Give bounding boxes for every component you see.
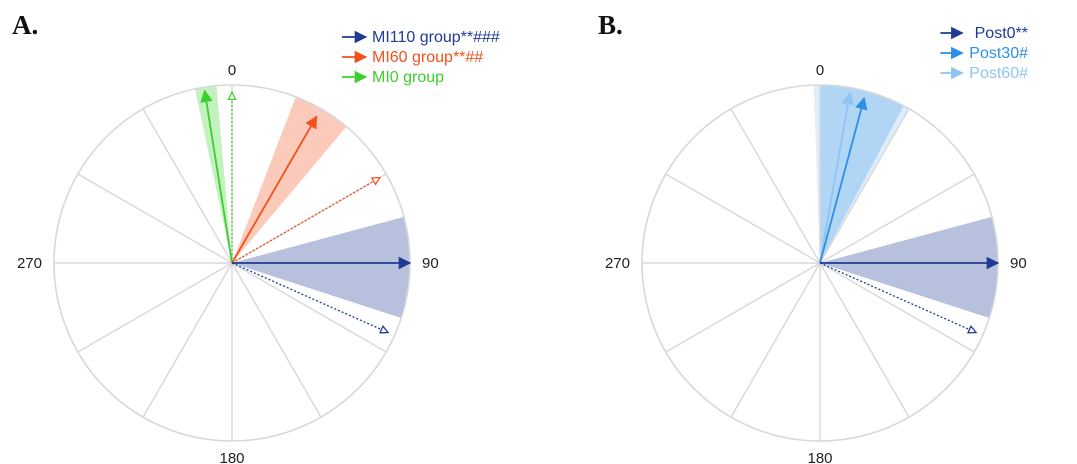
sem-wedge-3 [813,85,909,264]
legend-entry-3: Post60# [940,65,1028,82]
legend-label: Post60# [969,65,1028,82]
angle-tick-label: 180 [219,450,244,464]
legend-label: Post30# [969,45,1028,62]
polar-chart-b: 0 90 180 270 Post0** Post30# Post60# [605,25,1028,464]
angle-tick-label: 270 [605,255,630,272]
reference-vector-1 [231,262,388,333]
grid-spoke [231,262,387,353]
mean-vector-3 [819,91,855,264]
grid-spoke [819,173,975,264]
angle-tick-label: 270 [17,255,42,272]
mean-vector-3 [200,89,233,264]
legend-label: MI0 group [372,69,444,86]
angle-tick-label: 180 [807,450,832,464]
grid-spoke [665,262,821,353]
grid-spoke [77,262,233,353]
sem-wedge-3 [194,85,232,264]
grid-spoke [819,108,910,264]
legend-entry-3: MI0 group [342,69,444,86]
grid-spoke [819,262,975,353]
legend-label: MI110 group**### [372,29,500,46]
sem-wedge-1 [232,216,410,319]
polar-chart-a: 0 90 180 270 MI110 group**### MI60 group**## M… [17,29,500,464]
legend-entry-1: MI110 group**### [342,29,500,46]
reference-vector-2 [231,178,380,264]
grid-spoke [142,262,233,418]
sem-wedge-2 [232,96,347,263]
mean-vector-2 [231,115,318,264]
legend-label: Post0** [975,25,1028,42]
grid-spoke [730,262,821,418]
grid-spoke [819,262,910,418]
panel-a: A. 0 90 180 270 MI110 group**### MI60 group**… [12,10,500,464]
legend-entry-2: MI60 group**## [342,49,483,66]
grid-spoke [665,173,821,264]
mean-vector-2 [819,96,868,264]
legend-label: MI60 group**## [372,49,483,66]
angle-tick-label: 0 [816,62,824,79]
grid-spoke [231,262,322,418]
sem-wedge-2 [820,85,904,263]
grid-spoke [142,108,233,264]
reference-vector-1 [819,262,976,333]
grid-spoke [77,173,233,264]
sem-wedge-1 [820,216,998,319]
angle-tick-label: 0 [228,62,236,79]
panel-b: B. 0 90 180 270 Post0** Post30# Post60# [540,0,1077,464]
angle-tick-label: 90 [1010,255,1027,272]
legend-entry-1: Post0** [940,25,1028,42]
panel-letter: A. [12,10,39,40]
legend-entry-2: Post30# [940,45,1028,62]
grid-spoke [730,108,821,264]
panel-letter: B. [598,10,623,40]
angle-tick-label: 90 [422,255,439,272]
